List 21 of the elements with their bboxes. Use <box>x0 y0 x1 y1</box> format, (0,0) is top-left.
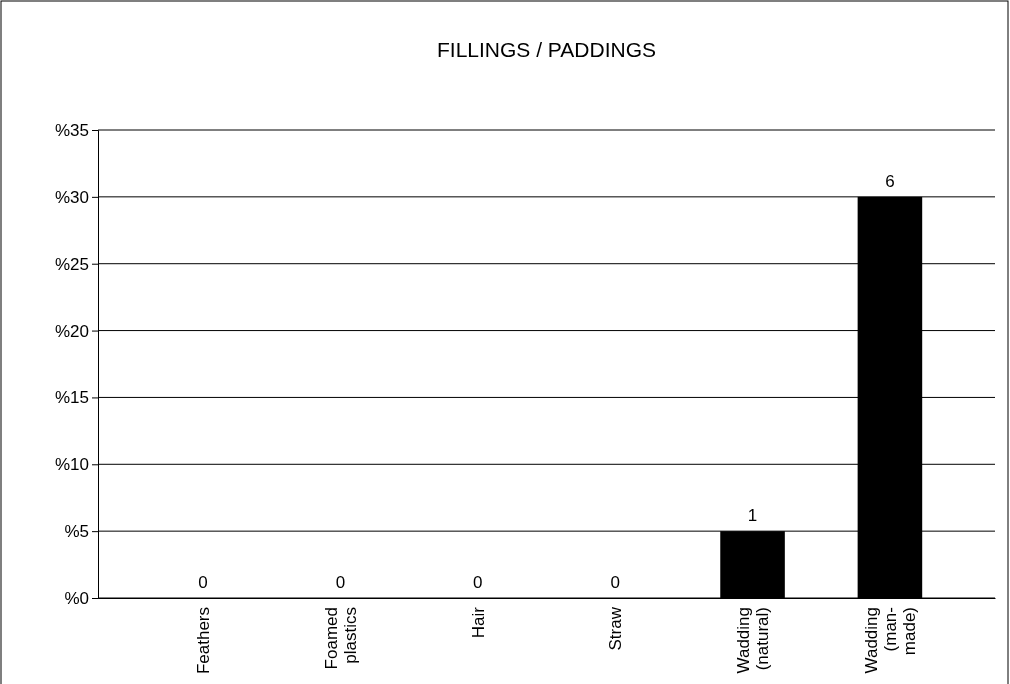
y-tick-label: %25 <box>54 254 89 274</box>
y-tick-label: %0 <box>64 588 89 608</box>
x-tick-label: Wadding (man-made) <box>861 607 919 674</box>
annotation: 1 <box>747 506 758 526</box>
y-tick-label: %10 <box>54 455 89 475</box>
y-tick-label: %15 <box>54 388 89 408</box>
y-tick-label: %20 <box>54 321 89 341</box>
x-tick-label: Wadding (natural) <box>734 607 773 674</box>
y-tick-label: %30 <box>54 187 89 207</box>
y-tick-label: %35 <box>54 120 89 140</box>
y-tick-label: %5 <box>64 522 89 542</box>
chart-title: FILLINGS / PADDINGS <box>437 38 656 61</box>
x-tick-label: Feathers <box>194 607 214 675</box>
annotation: 0 <box>473 573 483 592</box>
annotation: 6 <box>885 171 895 191</box>
x-tick-label: Hair <box>468 606 488 639</box>
annotation: 0 <box>198 573 208 592</box>
x-tick-label: Foamed plastics <box>321 607 360 670</box>
annotation: 0 <box>335 573 346 592</box>
x-tick-label: Straw <box>606 606 626 651</box>
annotation: 0 <box>610 573 620 592</box>
